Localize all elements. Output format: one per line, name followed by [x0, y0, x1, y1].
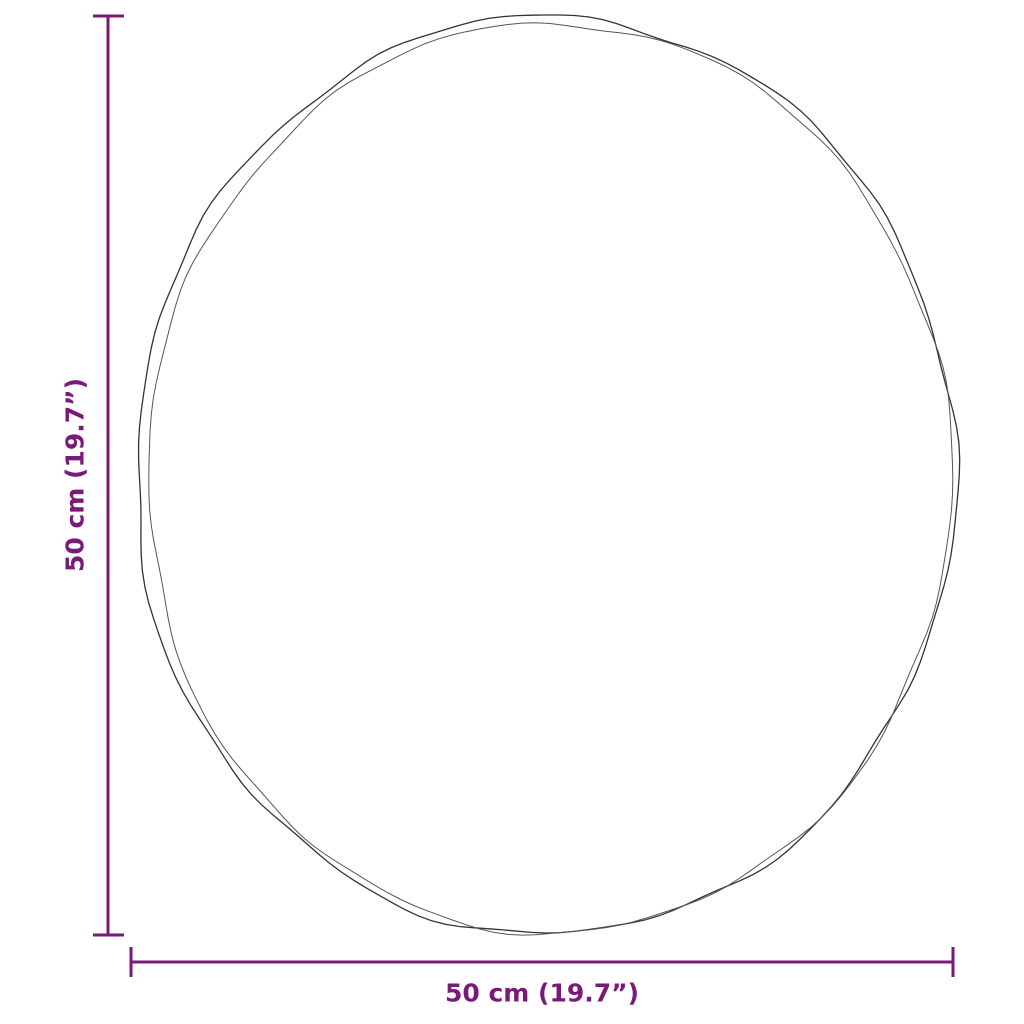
- mirror-edge-outline: [148, 22, 954, 936]
- width-dimension-label: 50 cm (19.7”): [444, 978, 640, 1008]
- round-mirror-outline: [137, 14, 961, 934]
- height-dimension-label: 50 cm (19.7”): [60, 377, 90, 573]
